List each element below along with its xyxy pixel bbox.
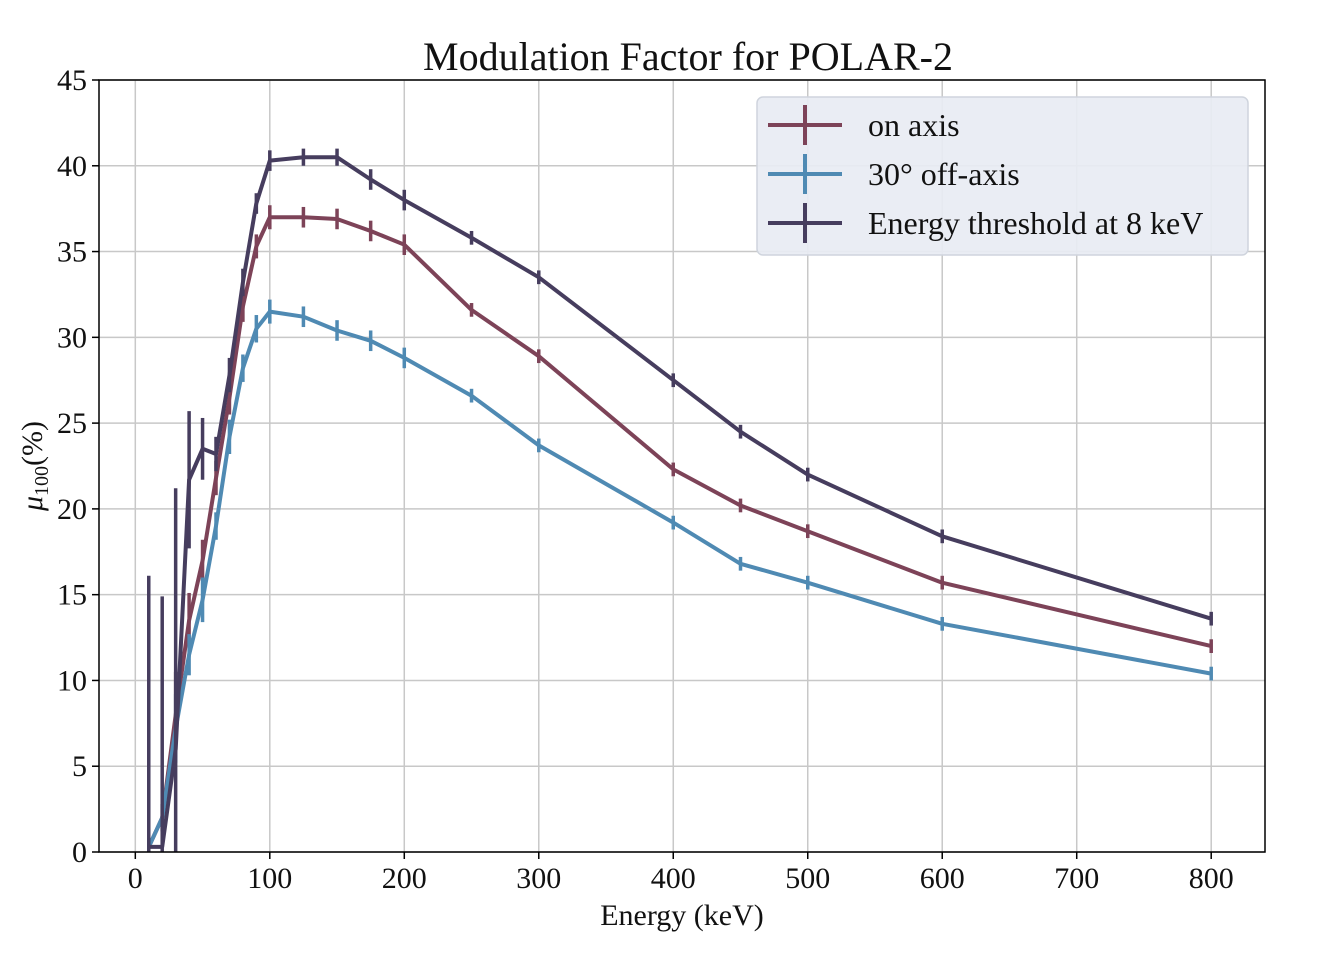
series-3 (147, 148, 1213, 852)
ticks: 0 100 200 300 400 500 600 700 800 0 5 10 15 20 25 30 35 4… (57, 64, 1234, 895)
y-axis-title-main: μ (16, 496, 49, 512)
y-tick-label: 0 (72, 836, 87, 869)
x-tick-label: 400 (651, 862, 696, 895)
y-tick-label: 10 (57, 664, 87, 697)
x-tick-label: 0 (128, 862, 143, 895)
x-axis-title: Energy (keV) (600, 899, 764, 932)
series-layer (146, 148, 1213, 852)
y-tick-label: 30 (57, 321, 87, 354)
legend-label: Energy threshold at 8 keV (868, 205, 1203, 241)
y-axis-title-suffix: (%) (16, 421, 49, 466)
y-tick-label: 35 (57, 236, 87, 269)
y-tick-label: 25 (57, 407, 87, 440)
y-tick-label: 40 (57, 150, 87, 183)
series-line (148, 155, 1212, 849)
x-tick-label: 300 (516, 862, 561, 895)
y-tick-label: 45 (57, 64, 87, 97)
x-tick-label: 800 (1189, 862, 1234, 895)
x-tick-label: 700 (1054, 862, 1099, 895)
series-line (146, 215, 1212, 848)
legend-label: on axis (868, 107, 960, 143)
x-tick-label: 500 (785, 862, 830, 895)
series-2 (146, 299, 1213, 852)
legend-box (756, 96, 1249, 256)
y-axis-title-sub: 100 (31, 466, 53, 496)
y-axis-title: μ100(%) (16, 421, 53, 512)
x-tick-label: 100 (247, 862, 292, 895)
plot-frame (98, 79, 1266, 853)
x-tick-label: 600 (920, 862, 965, 895)
y-tick-label: 5 (72, 750, 87, 783)
chart-title: Modulation Factor for POLAR-2 (423, 34, 953, 79)
legend-label: 30° off-axis (868, 156, 1020, 192)
y-tick-label: 15 (57, 579, 87, 612)
y-tick-label: 20 (57, 493, 87, 526)
x-tick-label: 200 (382, 862, 427, 895)
legend: on axis 30° off-axis Energy threshold at 8… (756, 96, 1249, 256)
